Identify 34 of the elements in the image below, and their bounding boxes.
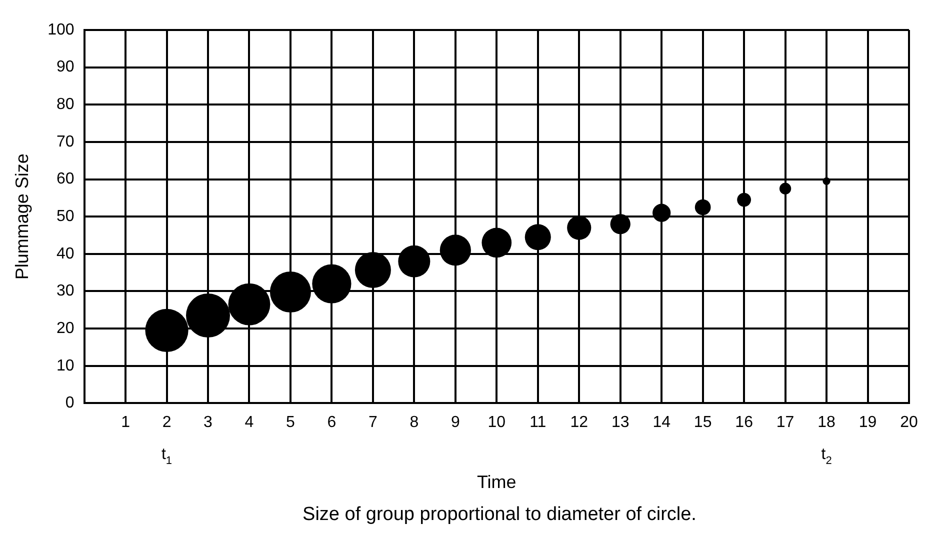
y-tick-label: 60 [56,170,74,188]
x-tick-label: 15 [694,414,712,432]
x-tick-label: 7 [368,414,378,432]
y-tick-label: 40 [56,245,74,262]
x-tick-label: 10 [488,414,506,432]
y-tick-label: 90 [56,58,74,76]
x-axis-title: Time [476,472,516,492]
text: Size of group proportional to diameter of circle. [302,504,698,526]
y-tick-label: 30 [56,282,74,300]
x-tick-label: 9 [450,414,460,432]
x-tick-label: 12 [570,414,588,432]
x-tick-label: 16 [735,414,754,432]
x-tick-label: 13 [611,414,630,432]
x-tick-label: 8 [410,414,419,432]
x-tick-label: 3 [204,414,213,432]
y-tick-label: 10 [56,357,74,374]
y-axis-title: Plummage Size [12,154,32,280]
x-tick-label: 2 [162,414,172,432]
x-tick-label: 17 [776,414,794,432]
x-tick-label: 11 [530,414,546,432]
y-tick-label: 20 [56,320,74,337]
x-tick-label: 20 [900,414,918,432]
y-tick-label: 70 [56,133,74,150]
x-tick-label: 5 [286,414,296,432]
y-tick-label: 0 [65,394,74,412]
x-tick-label: 1 [121,414,130,432]
x-tick-label: 4 [244,414,254,432]
x-tick-label: 14 [652,414,671,432]
x-tick-label: 18 [818,414,836,432]
x-tick-label: 6 [327,414,336,432]
y-tick-label: 100 [48,21,74,38]
x-tick-label: 19 [858,414,877,432]
y-tick-label: 80 [56,96,74,114]
y-tick-label: 50 [56,208,74,226]
